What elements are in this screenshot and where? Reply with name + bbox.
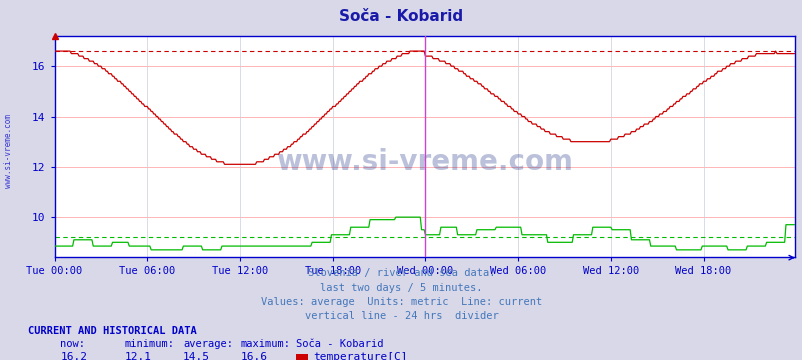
Text: Values: average  Units: metric  Line: current: Values: average Units: metric Line: curr… [261, 297, 541, 307]
Text: average:: average: [183, 339, 233, 350]
Text: Soča - Kobarid: Soča - Kobarid [295, 339, 383, 350]
Text: 12.1: 12.1 [124, 352, 152, 360]
Text: 16.6: 16.6 [241, 352, 268, 360]
Text: 14.5: 14.5 [183, 352, 210, 360]
Text: now:: now: [60, 339, 85, 350]
Text: maximum:: maximum: [241, 339, 290, 350]
Text: Slovenia / river and sea data.: Slovenia / river and sea data. [307, 268, 495, 278]
Text: www.si-vreme.com: www.si-vreme.com [276, 148, 573, 176]
Text: vertical line - 24 hrs  divider: vertical line - 24 hrs divider [304, 311, 498, 321]
Text: 16.2: 16.2 [60, 352, 87, 360]
Text: www.si-vreme.com: www.si-vreme.com [3, 114, 13, 188]
Text: minimum:: minimum: [124, 339, 174, 350]
Text: CURRENT AND HISTORICAL DATA: CURRENT AND HISTORICAL DATA [28, 326, 196, 336]
Text: Soča - Kobarid: Soča - Kobarid [339, 9, 463, 24]
Text: temperature[C]: temperature[C] [313, 352, 407, 360]
Text: last two days / 5 minutes.: last two days / 5 minutes. [320, 283, 482, 293]
